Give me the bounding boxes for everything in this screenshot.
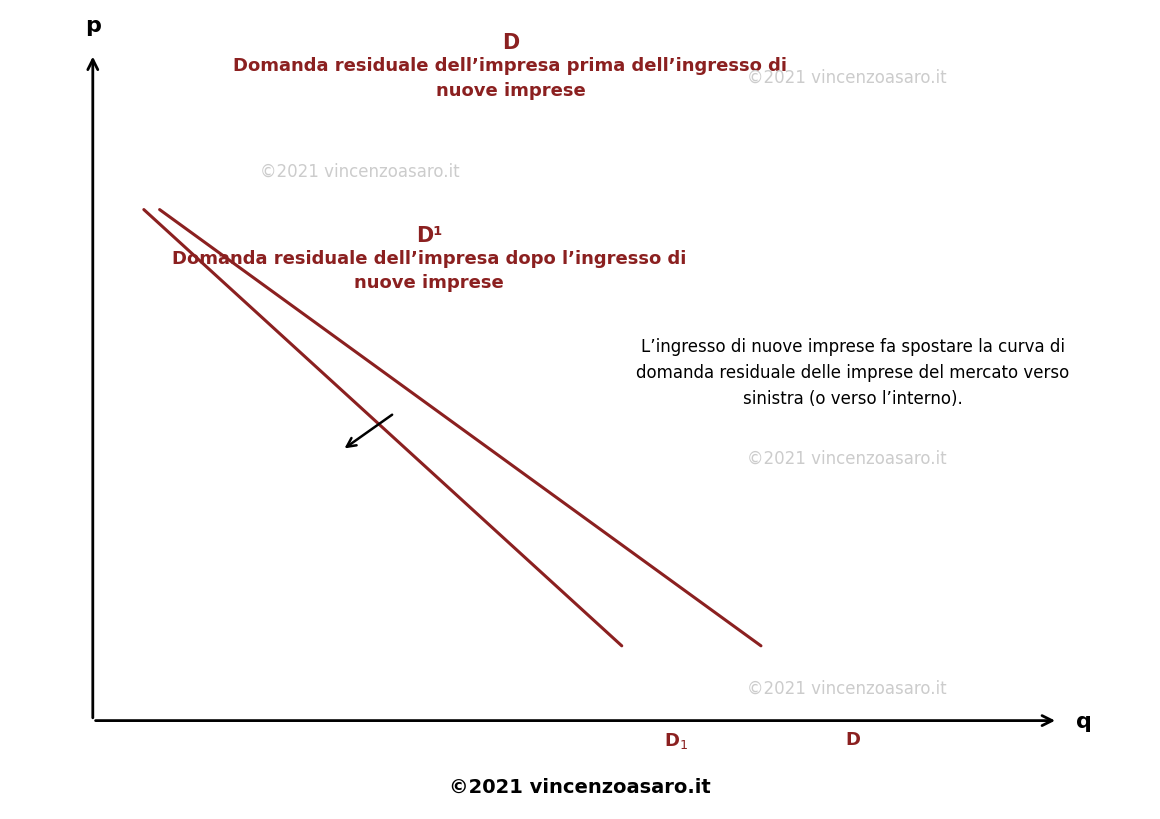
Text: ©2021 vincenzoasaro.it: ©2021 vincenzoasaro.it: [747, 679, 947, 697]
Text: q: q: [1076, 711, 1093, 731]
Text: Domanda residuale dell’impresa prima dell’ingresso di
nuove imprese: Domanda residuale dell’impresa prima del…: [233, 57, 788, 100]
Text: ©2021 vincenzoasaro.it: ©2021 vincenzoasaro.it: [747, 450, 947, 468]
Text: D¹: D¹: [416, 226, 442, 246]
Text: D: D: [502, 34, 519, 53]
Text: p: p: [85, 16, 101, 36]
Text: ©2021 vincenzoasaro.it: ©2021 vincenzoasaro.it: [747, 69, 947, 87]
Text: ©2021 vincenzoasaro.it: ©2021 vincenzoasaro.it: [260, 163, 459, 181]
Text: Domanda residuale dell’impresa dopo l’ingresso di
nuove imprese: Domanda residuale dell’impresa dopo l’in…: [172, 250, 687, 292]
Text: D$_1$: D$_1$: [665, 731, 688, 750]
Text: L’ingresso di nuove imprese fa spostare la curva di
domanda residuale delle impr: L’ingresso di nuove imprese fa spostare …: [636, 337, 1070, 408]
Text: D: D: [846, 731, 860, 749]
Text: ©2021 vincenzoasaro.it: ©2021 vincenzoasaro.it: [449, 776, 711, 796]
